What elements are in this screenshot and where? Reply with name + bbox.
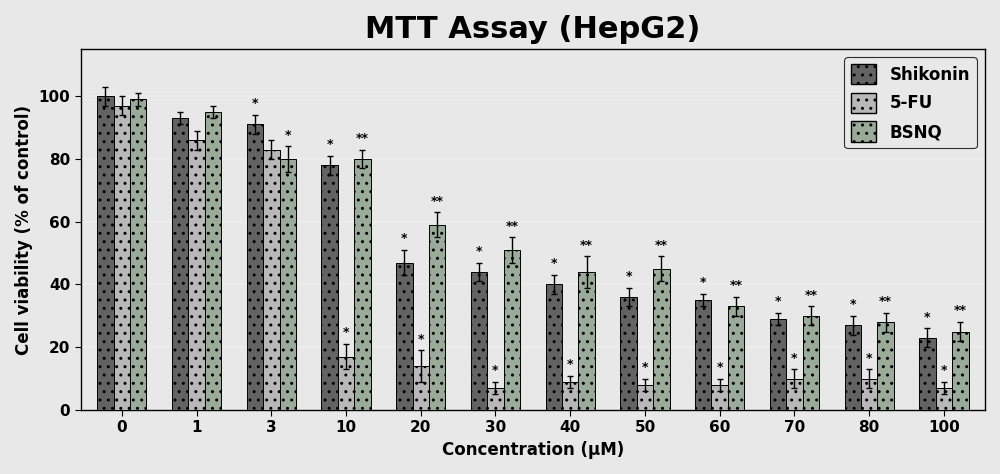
Text: *: *	[252, 97, 258, 110]
Text: *: *	[492, 364, 499, 377]
Text: **: **	[655, 238, 668, 252]
Text: *: *	[284, 129, 291, 142]
Text: *: *	[343, 327, 349, 339]
Bar	[861, 379, 877, 410]
Text: **: **	[580, 238, 593, 252]
Bar	[130, 100, 146, 410]
X-axis label: Concentration (μM): Concentration (μM)	[442, 441, 624, 459]
Bar	[413, 366, 429, 410]
Bar	[504, 250, 520, 410]
Bar	[728, 307, 744, 410]
Bar	[919, 338, 936, 410]
Bar	[97, 96, 114, 410]
Bar	[247, 125, 263, 410]
Y-axis label: Cell viability (% of control): Cell viability (% of control)	[15, 105, 33, 355]
Title: MTT Assay (HepG2): MTT Assay (HepG2)	[365, 15, 701, 44]
Text: **: **	[431, 195, 444, 208]
Text: **: **	[804, 289, 817, 302]
Text: **: **	[879, 295, 892, 308]
Bar	[396, 263, 413, 410]
Text: *: *	[476, 245, 482, 258]
Bar	[263, 149, 280, 410]
Bar	[620, 297, 637, 410]
Bar	[786, 379, 803, 410]
Bar	[952, 332, 969, 410]
Bar	[471, 272, 487, 410]
Text: *: *	[700, 276, 707, 289]
Text: *: *	[941, 364, 947, 377]
Text: *: *	[551, 257, 557, 270]
Bar	[338, 356, 354, 410]
Bar	[803, 316, 819, 410]
Text: *: *	[775, 295, 781, 308]
Bar	[172, 118, 188, 410]
Bar	[637, 385, 653, 410]
Text: *: *	[849, 298, 856, 311]
Bar	[205, 112, 221, 410]
Text: *: *	[716, 361, 723, 374]
Text: *: *	[924, 311, 931, 324]
Text: *: *	[791, 352, 798, 365]
Text: **: **	[954, 304, 967, 318]
Bar	[114, 106, 130, 410]
Text: *: *	[418, 333, 424, 346]
Text: *: *	[625, 270, 632, 283]
Bar	[877, 322, 894, 410]
Bar	[653, 269, 670, 410]
Legend: Shikonin, 5-FU, BSNQ: Shikonin, 5-FU, BSNQ	[844, 57, 977, 148]
Bar	[695, 300, 711, 410]
Text: **: **	[730, 279, 743, 292]
Bar	[321, 165, 338, 410]
Bar	[188, 140, 205, 410]
Bar	[562, 382, 578, 410]
Bar	[546, 284, 562, 410]
Text: *: *	[642, 361, 648, 374]
Text: **: **	[356, 132, 369, 145]
Text: *: *	[866, 352, 872, 365]
Bar	[280, 159, 296, 410]
Bar	[936, 388, 952, 410]
Bar	[487, 388, 504, 410]
Text: *: *	[567, 358, 573, 371]
Bar	[429, 225, 445, 410]
Bar	[578, 272, 595, 410]
Text: *: *	[401, 232, 408, 245]
Bar	[845, 325, 861, 410]
Text: *: *	[326, 138, 333, 151]
Text: **: **	[505, 220, 518, 233]
Bar	[711, 385, 728, 410]
Bar	[354, 159, 371, 410]
Bar	[770, 319, 786, 410]
